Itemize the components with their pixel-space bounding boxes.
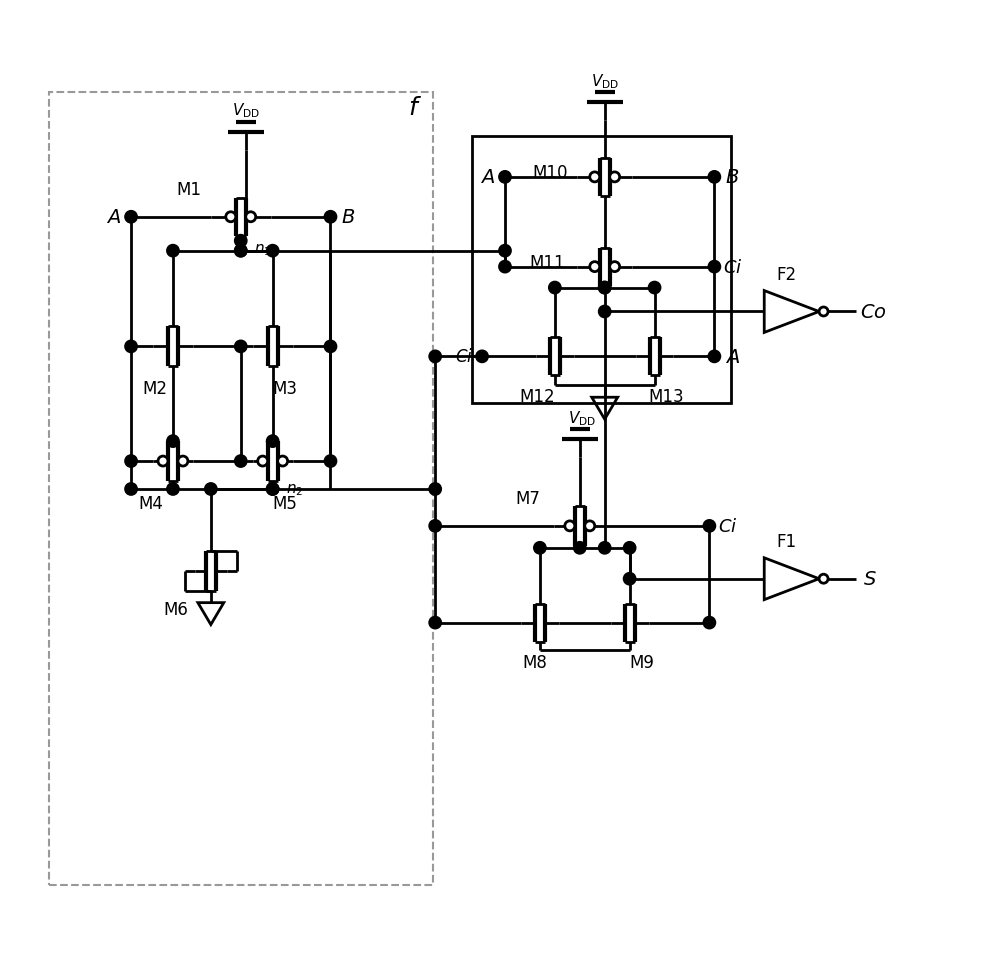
Circle shape xyxy=(126,456,137,467)
Text: M10: M10 xyxy=(532,163,568,182)
Circle shape xyxy=(126,341,137,353)
Text: $V_{\rm DD}$: $V_{\rm DD}$ xyxy=(568,408,596,427)
Circle shape xyxy=(258,456,268,466)
Circle shape xyxy=(704,618,715,628)
Circle shape xyxy=(599,283,610,294)
Text: $Ci$: $Ci$ xyxy=(455,348,473,366)
Circle shape xyxy=(500,246,510,257)
Circle shape xyxy=(167,246,178,257)
Circle shape xyxy=(624,574,635,584)
Text: M11: M11 xyxy=(529,254,565,271)
Circle shape xyxy=(477,352,488,362)
Circle shape xyxy=(246,212,256,223)
Circle shape xyxy=(549,283,560,294)
Text: M7: M7 xyxy=(515,489,540,507)
Text: $V_{\rm DD}$: $V_{\rm DD}$ xyxy=(591,72,619,90)
Circle shape xyxy=(574,543,585,554)
Circle shape xyxy=(709,261,720,273)
Circle shape xyxy=(167,484,178,495)
Text: M6: M6 xyxy=(164,600,188,618)
Circle shape xyxy=(430,521,441,531)
Text: M5: M5 xyxy=(272,494,297,512)
Text: $n_1$: $n_1$ xyxy=(254,241,271,258)
Circle shape xyxy=(178,456,188,466)
Circle shape xyxy=(599,283,610,294)
Circle shape xyxy=(590,262,600,272)
Circle shape xyxy=(599,543,610,554)
Text: $A$: $A$ xyxy=(725,348,740,366)
Text: M9: M9 xyxy=(629,653,654,672)
Circle shape xyxy=(126,212,137,223)
Text: $V_{\rm DD}$: $V_{\rm DD}$ xyxy=(232,102,260,120)
Circle shape xyxy=(325,341,336,353)
Circle shape xyxy=(709,352,720,362)
Text: $n_2$: $n_2$ xyxy=(286,481,303,497)
Circle shape xyxy=(430,618,441,628)
Circle shape xyxy=(267,484,278,495)
Circle shape xyxy=(278,456,288,466)
Text: $f$: $f$ xyxy=(408,96,422,120)
Circle shape xyxy=(126,484,137,495)
Circle shape xyxy=(590,173,600,183)
Text: M13: M13 xyxy=(649,388,684,406)
Text: $Ci$: $Ci$ xyxy=(723,259,742,277)
Circle shape xyxy=(610,173,620,183)
Circle shape xyxy=(819,575,828,583)
Circle shape xyxy=(325,456,336,467)
Circle shape xyxy=(709,172,720,184)
Circle shape xyxy=(325,212,336,223)
Text: M12: M12 xyxy=(519,388,555,406)
Circle shape xyxy=(704,521,715,531)
Circle shape xyxy=(649,283,660,294)
Text: M3: M3 xyxy=(272,380,297,398)
Circle shape xyxy=(235,246,246,257)
Circle shape xyxy=(819,308,828,316)
Circle shape xyxy=(235,246,246,257)
Circle shape xyxy=(235,341,246,353)
Text: F2: F2 xyxy=(776,265,796,283)
Circle shape xyxy=(235,236,246,247)
Text: F1: F1 xyxy=(776,532,796,551)
Text: $A$: $A$ xyxy=(480,168,495,187)
Circle shape xyxy=(610,262,620,272)
Circle shape xyxy=(565,521,575,531)
Circle shape xyxy=(500,172,510,184)
Bar xyxy=(49,93,433,885)
Text: M2: M2 xyxy=(142,380,167,398)
Text: $S$: $S$ xyxy=(863,570,877,588)
Circle shape xyxy=(500,261,510,273)
Circle shape xyxy=(534,543,545,554)
Text: M8: M8 xyxy=(522,653,547,672)
Circle shape xyxy=(430,352,441,362)
Circle shape xyxy=(624,543,635,554)
Circle shape xyxy=(267,436,278,447)
Circle shape xyxy=(235,456,246,467)
Bar xyxy=(472,136,731,404)
Text: M4: M4 xyxy=(139,494,163,512)
Circle shape xyxy=(599,307,610,318)
Text: $Co$: $Co$ xyxy=(860,303,886,322)
Text: $A$: $A$ xyxy=(106,208,121,227)
Circle shape xyxy=(205,484,216,495)
Circle shape xyxy=(267,246,278,257)
Text: M1: M1 xyxy=(176,181,201,199)
Circle shape xyxy=(167,436,178,447)
Circle shape xyxy=(158,456,168,466)
Text: $B$: $B$ xyxy=(725,168,739,187)
Text: $B$: $B$ xyxy=(341,208,356,227)
Circle shape xyxy=(585,521,595,531)
Circle shape xyxy=(226,212,236,223)
Circle shape xyxy=(267,484,278,495)
Circle shape xyxy=(430,484,441,495)
Text: $Ci$: $Ci$ xyxy=(718,517,737,535)
